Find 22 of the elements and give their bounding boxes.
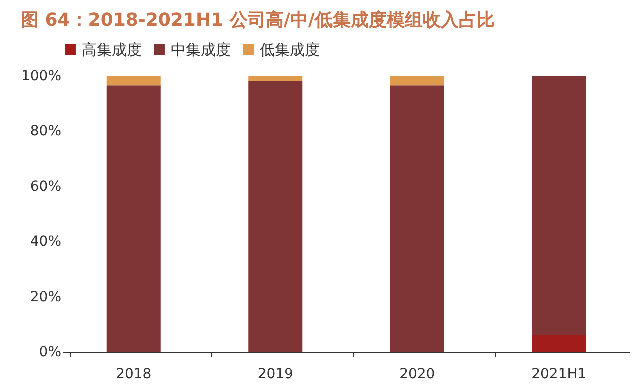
- bar: [532, 335, 586, 352]
- y-tick-label: 40%: [30, 234, 62, 250]
- bar: [106, 86, 161, 352]
- bar: [390, 86, 444, 352]
- x-tick-label: 2020: [400, 366, 436, 382]
- bar: [532, 76, 586, 336]
- x-tick-label: 2018: [116, 366, 152, 382]
- bar: [248, 76, 303, 81]
- bar: [106, 76, 161, 86]
- chart-title: 图 64：2018-2021H1 公司高/中/低集成度模组收入占比: [20, 10, 495, 31]
- y-tick-label: 100%: [21, 68, 62, 84]
- bar: [390, 76, 444, 86]
- x-tick-label: 2021H1: [532, 366, 587, 382]
- y-tick-label: 80%: [30, 124, 62, 140]
- y-tick-label: 60%: [30, 178, 62, 195]
- legend-label: 高集成度: [82, 40, 142, 59]
- bar: [248, 80, 303, 352]
- legend-label: 低集成度: [260, 40, 320, 59]
- y-tick-label: 20%: [30, 289, 62, 306]
- legend-label: 中集成度: [171, 40, 231, 59]
- x-tick-label: 2019: [258, 366, 294, 382]
- y-tick-label: 0%: [39, 344, 62, 360]
